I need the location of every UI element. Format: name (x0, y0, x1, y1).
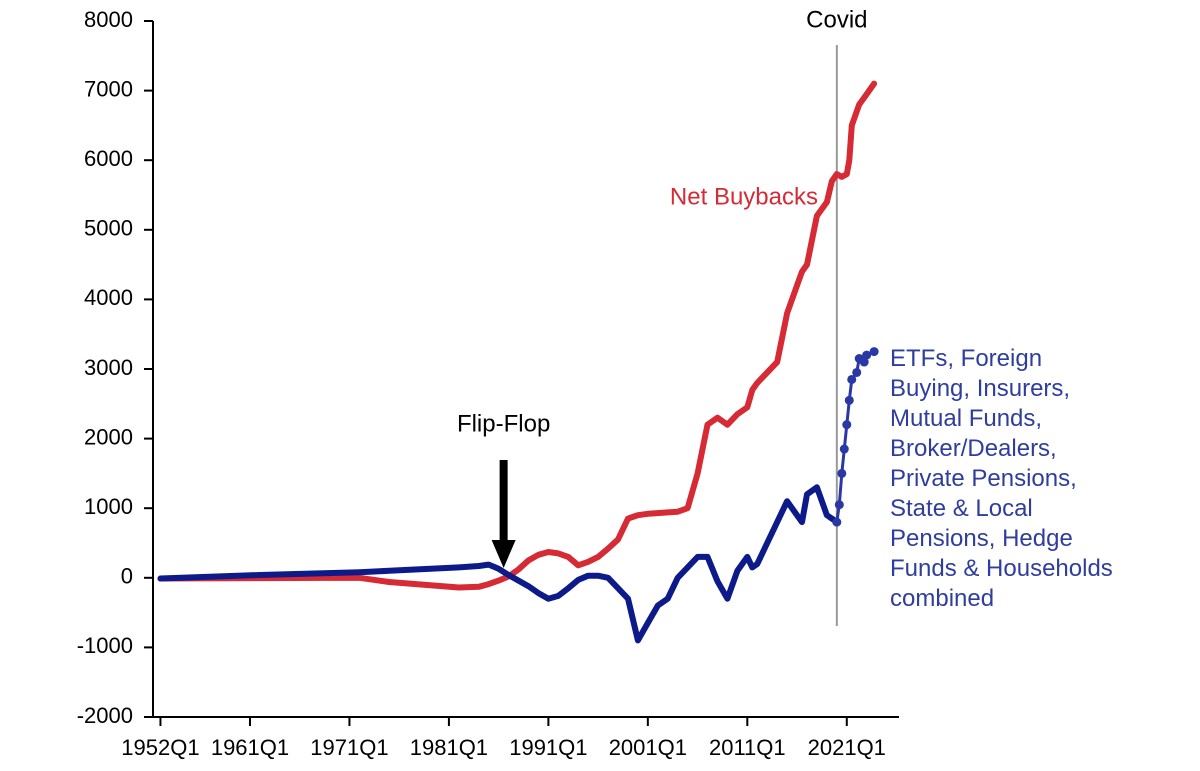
annotation: Flip-Flop (457, 410, 550, 437)
x-tick-label: 1961Q1 (211, 735, 289, 760)
point (842, 420, 852, 430)
x-tick-label: 2021Q1 (808, 735, 886, 760)
y-tick-label: 5000 (84, 216, 133, 241)
point (847, 374, 857, 384)
series-label: Net Buybacks (670, 183, 818, 210)
x-tick-label: 2001Q1 (609, 735, 687, 760)
y-tick-label: -1000 (77, 633, 133, 658)
x-tick-label: 2011Q1 (709, 735, 786, 760)
point (834, 500, 844, 510)
y-tick-label: 8000 (84, 7, 133, 32)
y-tick-label: 2000 (84, 424, 133, 449)
point (839, 444, 849, 454)
y-tick-label: 4000 (84, 285, 133, 310)
series-line (157, 484, 840, 644)
y-tick-label: 6000 (84, 146, 133, 171)
x-tick-label: 1952Q1 (121, 735, 199, 760)
series-label: ETFs, Foreign Buying, Insurers, Mutual F… (890, 345, 1113, 612)
x-tick-label: 1971Q1 (310, 735, 388, 760)
y-tick-label: 3000 (84, 355, 133, 380)
point (869, 347, 879, 357)
x-tick-label: 1991Q1 (509, 735, 587, 760)
y-tick-label: 1000 (84, 494, 133, 519)
point (862, 350, 872, 360)
point (844, 395, 854, 405)
y-tick-label: 7000 (84, 76, 133, 101)
point (852, 367, 862, 377)
annotation: Covid (806, 6, 867, 33)
arrow-head (491, 540, 516, 568)
point (837, 468, 847, 478)
y-tick-label: -2000 (77, 703, 133, 728)
series-line (157, 80, 878, 591)
y-tick-label: 0 (121, 564, 133, 589)
point (859, 357, 869, 367)
point (832, 517, 842, 527)
x-tick-label: 1981Q1 (410, 735, 488, 760)
